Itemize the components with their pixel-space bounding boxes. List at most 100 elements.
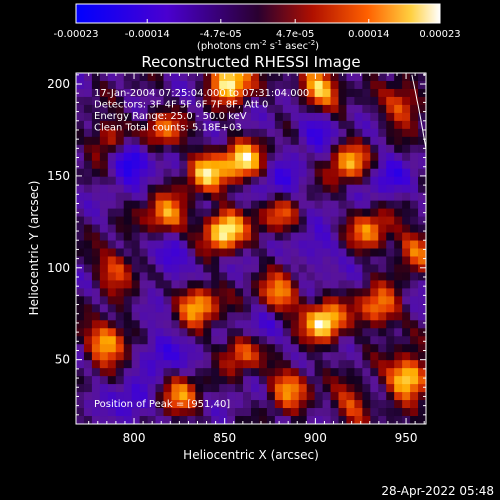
heatmap-cell xyxy=(203,136,212,146)
heatmap-cell xyxy=(338,304,347,313)
heatmap-cell xyxy=(211,312,220,321)
heatmap-cell xyxy=(219,112,228,122)
heatmap-cell xyxy=(99,80,109,90)
heatmap-cell xyxy=(418,376,426,385)
heatmap-cell xyxy=(91,384,101,393)
heatmap-cell xyxy=(155,368,164,377)
heatmap-cell xyxy=(147,232,156,241)
heatmap-cell xyxy=(243,344,252,353)
heatmap-cell xyxy=(418,360,426,369)
heatmap-cell xyxy=(123,112,133,122)
heatmap-cell xyxy=(394,336,403,345)
heatmap-cell xyxy=(330,192,339,202)
heatmap-cell xyxy=(219,104,228,114)
heatmap-cell xyxy=(290,112,300,122)
x-tick-label: 800 xyxy=(123,431,146,445)
heatmap-cell xyxy=(179,144,188,154)
heatmap-cell xyxy=(251,224,260,233)
heatmap-cell xyxy=(370,96,379,106)
heatmap-cell xyxy=(123,360,133,369)
heatmap-cell xyxy=(314,168,323,178)
heatmap-cell xyxy=(346,352,355,361)
heatmap-cell xyxy=(378,288,387,297)
heatmap-cell xyxy=(298,384,308,393)
heatmap-cell xyxy=(314,144,323,154)
heatmap-cell xyxy=(258,112,268,122)
heatmap-cell xyxy=(306,352,316,361)
heatmap-cell xyxy=(410,224,419,233)
heatmap-cell xyxy=(115,264,125,273)
heatmap-cell xyxy=(123,304,133,313)
heatmap-cell xyxy=(171,392,180,401)
heatmap-cell xyxy=(322,312,331,321)
heatmap-cell xyxy=(330,104,339,114)
heatmap-cell xyxy=(235,400,244,409)
heatmap-cell xyxy=(282,120,292,130)
heatmap-cell xyxy=(370,152,379,162)
heatmap-cell xyxy=(147,96,156,106)
heatmap-cell xyxy=(266,104,276,114)
heatmap-cell xyxy=(290,248,300,257)
heatmap-cell xyxy=(306,232,316,241)
heatmap-cell xyxy=(338,344,347,353)
heatmap-cell xyxy=(306,120,316,130)
heatmap-cell xyxy=(394,384,403,393)
heatmap-cell xyxy=(251,288,260,297)
heatmap-cell xyxy=(258,264,268,273)
heatmap-cell xyxy=(99,416,109,424)
heatmap-cell xyxy=(394,232,403,241)
heatmap-cell xyxy=(123,248,133,257)
heatmap-cell xyxy=(274,73,284,82)
heatmap-cell xyxy=(274,120,284,130)
heatmap-cell xyxy=(306,160,316,170)
heatmap-cell xyxy=(410,136,419,146)
heatmap-cell xyxy=(211,352,220,361)
heatmap-cell xyxy=(115,304,125,313)
heatmap-cell xyxy=(76,112,85,122)
heatmap-cell xyxy=(211,336,220,345)
heatmap-cell xyxy=(235,192,244,202)
heatmap-cell xyxy=(266,88,276,98)
heatmap-cell xyxy=(139,264,148,273)
heatmap-cell xyxy=(298,224,308,233)
heatmap-cell xyxy=(306,224,316,233)
heatmap-cell xyxy=(235,88,244,98)
heatmap-cell xyxy=(99,352,109,361)
heatmap-cell xyxy=(139,336,148,345)
heatmap-cell xyxy=(91,144,101,154)
heatmap-cell xyxy=(370,240,379,249)
heatmap-cell xyxy=(282,208,292,217)
heatmap-cell xyxy=(274,280,284,289)
heatmap-cell xyxy=(346,208,355,217)
heatmap-cell xyxy=(131,416,141,424)
heatmap-cell xyxy=(99,248,109,257)
heatmap-cell xyxy=(346,360,355,369)
heatmap-cell xyxy=(227,368,236,377)
heatmap-cell xyxy=(203,208,212,217)
heatmap-cell xyxy=(99,232,109,241)
heatmap-cell xyxy=(115,168,125,178)
heatmap-cell xyxy=(155,184,164,194)
heatmap-cell xyxy=(187,312,196,321)
heatmap-cell xyxy=(227,128,236,138)
heatmap-cell xyxy=(179,392,188,401)
heatmap-cell xyxy=(179,232,188,241)
heatmap-cell xyxy=(131,368,141,377)
heatmap-cell xyxy=(378,73,387,82)
heatmap-cell xyxy=(354,416,363,424)
heatmap-cell xyxy=(83,328,93,337)
footer-date: 28-Apr-2022 05:48 xyxy=(381,484,494,498)
heatmap-cell xyxy=(227,296,236,305)
heatmap-cell xyxy=(274,304,284,313)
heatmap-cell xyxy=(155,96,164,106)
heatmap-cell xyxy=(290,224,300,233)
heatmap-cell xyxy=(251,296,260,305)
heatmap-cell xyxy=(346,240,355,249)
heatmap-cell xyxy=(394,256,403,265)
heatmap-cell xyxy=(418,208,426,217)
heatmap-cell xyxy=(354,192,363,202)
heatmap-cell xyxy=(354,304,363,313)
heatmap-cell xyxy=(298,160,308,170)
heatmap-cell xyxy=(314,304,323,313)
heatmap-cell xyxy=(251,264,260,273)
